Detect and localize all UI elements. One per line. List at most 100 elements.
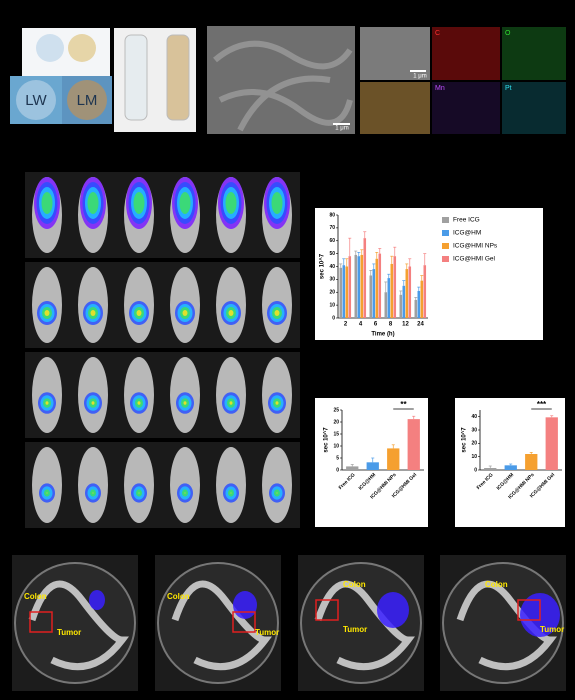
eds-image	[360, 27, 430, 80]
photo-label: LW	[25, 92, 47, 109]
sem-image	[207, 26, 355, 134]
imaging-panel	[25, 442, 300, 528]
bar	[417, 290, 421, 318]
bar	[390, 263, 394, 318]
eds-label: O	[505, 30, 511, 37]
x-tick-label: 24	[417, 322, 424, 328]
dish-label: Tumor	[255, 628, 279, 637]
tumor-box	[232, 611, 256, 633]
legend-label: ICG@HMI NPs	[453, 243, 498, 250]
scale-label: 1 μm	[335, 126, 348, 132]
x-tick-label: 6	[374, 322, 378, 328]
y-tick-label: 25	[333, 407, 339, 413]
y-tick-label: 0	[336, 467, 339, 473]
lens	[68, 34, 96, 62]
bar	[342, 265, 346, 318]
bar	[387, 448, 400, 470]
legend-swatch	[442, 217, 449, 223]
signal	[230, 492, 232, 494]
y-tick-label: 10	[333, 443, 339, 449]
bar	[366, 462, 379, 470]
signal	[229, 401, 233, 405]
y-tick-label: 40	[329, 264, 335, 270]
tube	[124, 34, 148, 121]
colon	[171, 580, 272, 671]
tumor-box	[315, 599, 339, 621]
dish-label: Colon	[167, 592, 190, 601]
lens	[36, 34, 64, 62]
bar	[339, 267, 343, 318]
y-tick-label: 20	[329, 290, 335, 296]
y-tick-label: 40	[471, 414, 477, 420]
signal	[44, 310, 50, 316]
dish-label: Colon	[24, 592, 47, 601]
bar	[405, 269, 409, 318]
lens	[67, 80, 107, 120]
signal	[137, 401, 141, 405]
signal	[41, 192, 53, 214]
signal	[225, 192, 237, 214]
eds-label: Mn	[435, 85, 445, 92]
bar	[402, 285, 406, 318]
sem-texture	[213, 40, 353, 132]
y-tick-label: 20	[333, 419, 339, 425]
imaging-panel	[25, 172, 300, 258]
y-tick-label: 50	[329, 251, 335, 257]
signal	[377, 592, 409, 628]
dish-label: Tumor	[57, 628, 81, 637]
bar	[372, 269, 376, 318]
legend-swatch	[442, 243, 449, 249]
eds-map	[432, 82, 500, 134]
tumor-box	[29, 611, 53, 633]
dish-label: Colon	[485, 580, 508, 589]
signal	[89, 590, 105, 610]
bar	[354, 254, 358, 318]
x-tick-label: 4	[359, 322, 363, 328]
significance-label: ***	[537, 400, 547, 409]
signal	[182, 310, 188, 316]
signal	[45, 401, 49, 405]
eds-map	[502, 82, 566, 134]
bar	[357, 256, 361, 318]
signal	[271, 192, 283, 214]
eds-map	[502, 27, 566, 80]
bar	[420, 280, 424, 318]
x-axis-title: Time (h)	[371, 332, 394, 338]
colon	[314, 580, 415, 671]
imaging-panel	[25, 352, 300, 438]
significance-label: **	[400, 400, 407, 409]
bar	[375, 258, 379, 318]
eds-map	[360, 82, 430, 134]
signal	[92, 492, 94, 494]
y-axis-title: sec 10^7	[320, 253, 326, 279]
imaging-panel	[25, 262, 300, 348]
y-tick-label: 30	[329, 277, 335, 283]
bar	[393, 256, 397, 318]
bar	[484, 468, 497, 470]
signal	[275, 401, 279, 405]
y-axis-title: sec 10^7	[324, 427, 330, 453]
legend-label: ICG@HM	[453, 230, 481, 237]
bar	[348, 256, 352, 318]
bar	[345, 266, 349, 318]
dish-label: Colon	[343, 580, 366, 589]
dish-label: Tumor	[540, 625, 564, 634]
lens	[16, 80, 56, 120]
signal	[136, 310, 142, 316]
signal	[91, 401, 95, 405]
dish-label: Tumor	[343, 625, 367, 634]
bar	[399, 294, 403, 318]
colon	[28, 580, 129, 671]
y-tick-label: 5	[336, 455, 339, 461]
eds-map	[432, 27, 500, 80]
bar	[384, 292, 388, 318]
bar	[378, 253, 382, 318]
signal	[179, 192, 191, 214]
signal	[133, 192, 145, 214]
legend-label: Free ICG	[453, 217, 480, 224]
y-tick-label: 70	[329, 225, 335, 231]
scale-label: 1 μm	[413, 74, 426, 80]
tube	[166, 34, 190, 121]
signal	[46, 492, 48, 494]
